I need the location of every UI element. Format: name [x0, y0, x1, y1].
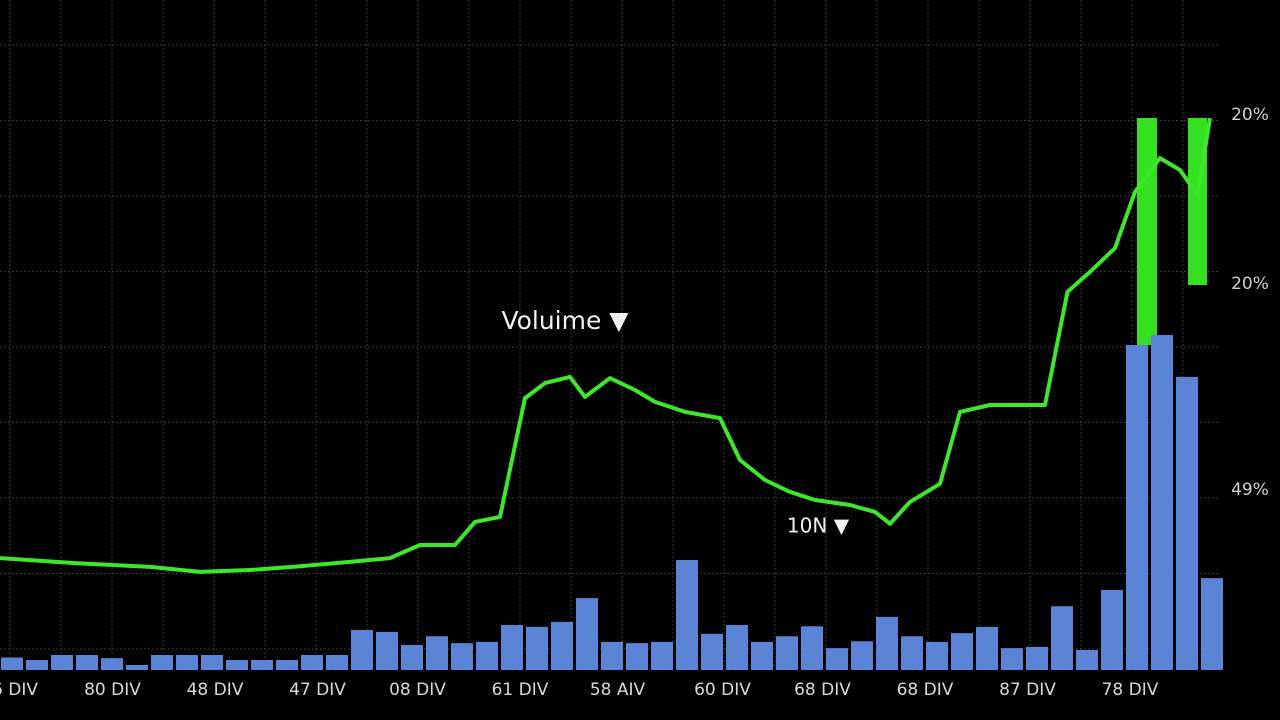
bar [926, 641, 948, 670]
bar [701, 633, 723, 670]
bar [951, 633, 973, 670]
bar [126, 665, 148, 670]
bar [226, 660, 248, 670]
x-tick-label: 47 DIV [289, 680, 346, 700]
bar [976, 626, 998, 670]
bar [601, 641, 623, 670]
bar [326, 655, 348, 670]
axis-label: 20% [1231, 105, 1269, 125]
bar [1026, 646, 1048, 670]
bar [151, 655, 173, 670]
bar [776, 636, 798, 670]
bar [1051, 606, 1073, 670]
x-tick-label: 61 DIV [492, 680, 549, 700]
bar [826, 648, 848, 670]
bar [1126, 345, 1148, 670]
bar [251, 660, 273, 670]
bar [476, 641, 498, 670]
line [0, 117, 1212, 574]
bar [351, 630, 373, 670]
x-tick-label: 87 DIV [999, 680, 1056, 700]
bar [451, 643, 473, 670]
x-tick-label: 80 DIV [84, 680, 141, 700]
bar [426, 636, 448, 670]
bar [176, 655, 198, 670]
bar [576, 598, 598, 670]
bar [276, 660, 298, 670]
bar [551, 621, 573, 670]
bar [901, 636, 923, 670]
plot [0, 117, 1223, 670]
bar [751, 641, 773, 670]
bar [851, 641, 873, 670]
bar [1101, 590, 1123, 670]
bar [1176, 376, 1198, 670]
bar [51, 655, 73, 670]
annotation: 10N ▼ [787, 514, 850, 538]
x-tick-label: 48 DIV [187, 680, 244, 700]
x-tick-label: 6 DIV [0, 680, 38, 700]
bar [1001, 648, 1023, 670]
bar [401, 645, 423, 670]
bar [801, 626, 823, 670]
bar [201, 655, 223, 670]
highlight-bar [1137, 118, 1157, 345]
x-tick-label: 58 AIV [590, 680, 646, 700]
x-tick-label: 60 DIV [694, 680, 751, 700]
bar [376, 631, 398, 670]
bar [726, 625, 748, 670]
bar [76, 655, 98, 670]
bar [501, 625, 523, 670]
bar [526, 626, 548, 670]
x-tick-label: 08 DIV [389, 680, 446, 700]
axis-label: 49% [1231, 480, 1269, 500]
bar [1, 657, 23, 670]
bar [676, 560, 698, 670]
axis-label: 20% [1231, 274, 1269, 294]
bar [651, 641, 673, 670]
x-tick-label: 68 DIV [794, 680, 851, 700]
bar [101, 658, 123, 670]
bar [26, 660, 48, 670]
x-tick-label: 68 DIV [897, 680, 954, 700]
bar [876, 616, 898, 670]
bar [626, 643, 648, 670]
bar [1201, 578, 1223, 670]
bar [1076, 650, 1098, 670]
bar [1151, 335, 1173, 670]
bar [301, 655, 323, 670]
x-tick-label: 78 DIV [1102, 680, 1159, 700]
annotation: Voluime ▼ [501, 306, 629, 335]
